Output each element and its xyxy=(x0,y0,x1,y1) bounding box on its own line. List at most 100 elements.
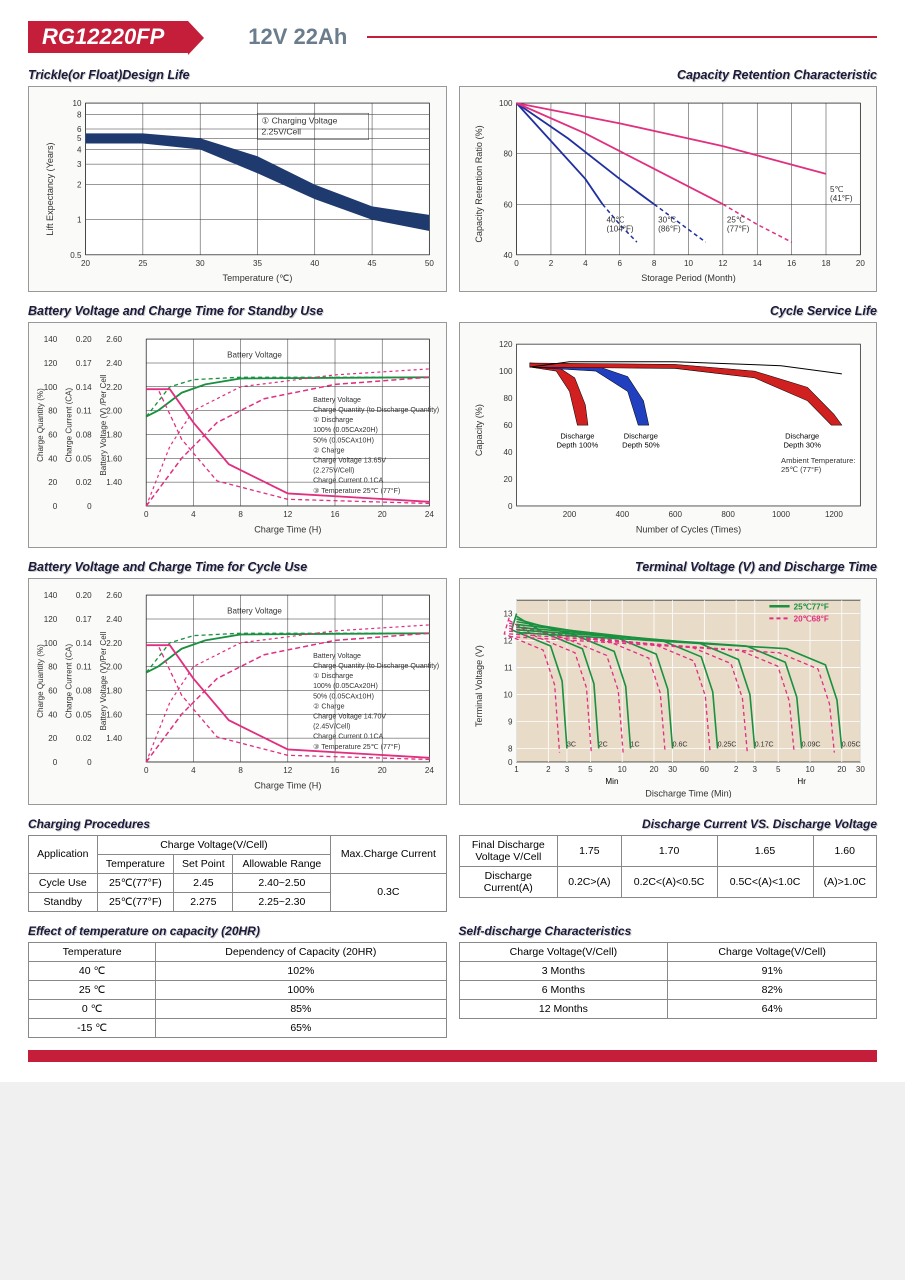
svg-text:Battery Voltage (V)/Per Cell: Battery Voltage (V)/Per Cell xyxy=(99,632,108,731)
svg-text:2.60: 2.60 xyxy=(106,335,122,344)
svg-text:8: 8 xyxy=(238,767,243,776)
svg-text:0: 0 xyxy=(87,758,92,767)
svg-text:Discharge: Discharge xyxy=(560,432,594,441)
svg-text:0.17C: 0.17C xyxy=(754,742,773,749)
svg-text:③ Temperature 25℃ (77°F): ③ Temperature 25℃ (77°F) xyxy=(313,743,400,751)
svg-text:0.17: 0.17 xyxy=(76,359,92,368)
svg-text:Depth 50%: Depth 50% xyxy=(622,441,660,450)
svg-text:16: 16 xyxy=(787,259,796,268)
svg-text:30: 30 xyxy=(668,766,677,775)
svg-text:1C: 1C xyxy=(630,742,639,749)
chart6-title: Terminal Voltage (V) and Discharge Time xyxy=(459,560,878,574)
svg-text:① Charging Voltage: ① Charging Voltage xyxy=(262,115,338,125)
svg-text:Discharge Time (Min): Discharge Time (Min) xyxy=(645,789,731,798)
svg-text:2.20: 2.20 xyxy=(106,383,122,392)
svg-text:Charge Current 0.1CA: Charge Current 0.1CA xyxy=(313,734,384,741)
svg-text:11: 11 xyxy=(504,664,513,673)
svg-text:0: 0 xyxy=(508,502,513,511)
svg-text:Battery Voltage (V) /Per Cell: Battery Voltage (V) /Per Cell xyxy=(99,374,108,475)
svg-text:Capacity Retention Ratio (%): Capacity Retention Ratio (%) xyxy=(474,125,484,242)
svg-text:0: 0 xyxy=(144,510,149,519)
svg-text:50: 50 xyxy=(425,259,434,268)
svg-text:24: 24 xyxy=(425,510,434,519)
model-badge: RG12220FP xyxy=(28,21,188,53)
svg-text:100: 100 xyxy=(44,383,58,392)
svg-text:800: 800 xyxy=(721,510,735,519)
table4-title: Self-discharge Characteristics xyxy=(459,924,878,938)
table3: TemperatureDependency of Capacity (20HR)… xyxy=(28,942,447,1038)
svg-text:30: 30 xyxy=(855,766,864,775)
svg-text:12: 12 xyxy=(283,767,292,776)
svg-text:Charge Quantity (%): Charge Quantity (%) xyxy=(36,388,45,462)
chart6: 89101112130123510203060235102030MinHr3C2… xyxy=(459,578,878,804)
svg-text:60: 60 xyxy=(699,766,708,775)
svg-text:Battery Voltage: Battery Voltage xyxy=(227,350,282,359)
svg-text:1.40: 1.40 xyxy=(106,478,122,487)
svg-text:Storage Period (Month): Storage Period (Month) xyxy=(641,273,736,283)
svg-text:25℃: 25℃ xyxy=(726,215,744,224)
svg-text:40℃: 40℃ xyxy=(606,215,624,224)
svg-text:2.00: 2.00 xyxy=(106,663,122,672)
svg-text:0: 0 xyxy=(87,502,92,511)
svg-text:30℃: 30℃ xyxy=(658,215,676,224)
svg-text:Ambient Temperature:: Ambient Temperature: xyxy=(781,456,855,465)
svg-text:Battery Voltage: Battery Voltage xyxy=(313,397,361,404)
svg-text:0.11: 0.11 xyxy=(77,407,93,416)
svg-text:25℃77°F: 25℃77°F xyxy=(793,603,828,612)
svg-text:600: 600 xyxy=(668,510,682,519)
svg-text:0.05: 0.05 xyxy=(76,711,92,720)
svg-text:(2.275V/Cell): (2.275V/Cell) xyxy=(313,468,354,475)
svg-text:6: 6 xyxy=(77,125,82,134)
svg-text:Capacity (%): Capacity (%) xyxy=(474,404,484,456)
svg-text:Terminal Voltage (V): Terminal Voltage (V) xyxy=(474,646,484,728)
svg-text:50% (0.05CAx10H): 50% (0.05CAx10H) xyxy=(313,694,374,701)
svg-text:80: 80 xyxy=(503,394,512,403)
svg-text:8: 8 xyxy=(508,745,513,754)
svg-text:Charge Current 0.1CA: Charge Current 0.1CA xyxy=(313,478,384,485)
svg-text:20: 20 xyxy=(378,510,387,519)
svg-text:② Charge: ② Charge xyxy=(313,446,345,454)
svg-text:20: 20 xyxy=(503,475,512,484)
svg-text:0.05: 0.05 xyxy=(76,454,92,463)
chart2-title: Capacity Retention Characteristic xyxy=(459,68,878,82)
svg-text:0.14: 0.14 xyxy=(76,639,92,648)
chart3: 00200.021.40400.051.60600.081.80800.112.… xyxy=(28,322,447,548)
svg-text:120: 120 xyxy=(44,615,58,624)
svg-text:4: 4 xyxy=(583,259,588,268)
svg-text:0: 0 xyxy=(144,767,149,776)
svg-text:5℃: 5℃ xyxy=(830,185,844,194)
svg-text:8: 8 xyxy=(238,510,243,519)
svg-text:100: 100 xyxy=(499,99,513,108)
svg-text:30: 30 xyxy=(196,259,205,268)
svg-text:0.02: 0.02 xyxy=(76,478,92,487)
chart1: 0.512345681020253035404550Lift Expectanc… xyxy=(28,86,447,292)
svg-text:24: 24 xyxy=(425,767,434,776)
svg-text:9: 9 xyxy=(508,718,513,727)
svg-text:60: 60 xyxy=(503,200,512,209)
table1-title: Charging Procedures xyxy=(28,817,447,831)
svg-text:Charge Current (CA): Charge Current (CA) xyxy=(64,388,73,463)
svg-text:20: 20 xyxy=(81,259,90,268)
svg-text:2: 2 xyxy=(546,766,551,775)
svg-text:Charge Time (H): Charge Time (H) xyxy=(254,781,321,791)
svg-text:0: 0 xyxy=(514,259,519,268)
svg-text:120: 120 xyxy=(44,359,58,368)
svg-text:20: 20 xyxy=(649,766,658,775)
svg-text:1000: 1000 xyxy=(772,510,790,519)
svg-text:100: 100 xyxy=(44,639,58,648)
svg-text:100: 100 xyxy=(499,367,513,376)
svg-text:140: 140 xyxy=(44,335,58,344)
svg-text:1.60: 1.60 xyxy=(106,711,122,720)
svg-text:2.60: 2.60 xyxy=(106,592,122,601)
svg-text:120: 120 xyxy=(499,340,513,349)
svg-text:100% (0.05CAx20H): 100% (0.05CAx20H) xyxy=(313,427,378,434)
svg-text:0.20: 0.20 xyxy=(76,592,92,601)
chart5: 00200.021.40400.051.60600.081.80800.112.… xyxy=(28,578,447,804)
header-line xyxy=(367,36,877,38)
svg-text:6: 6 xyxy=(617,259,622,268)
svg-text:60: 60 xyxy=(48,687,57,696)
svg-text:12: 12 xyxy=(718,259,727,268)
svg-text:8: 8 xyxy=(77,110,82,119)
table4: Charge Voltage(V/Cell)Charge Voltage(V/C… xyxy=(459,942,878,1019)
svg-text:Depth 100%: Depth 100% xyxy=(556,441,598,450)
